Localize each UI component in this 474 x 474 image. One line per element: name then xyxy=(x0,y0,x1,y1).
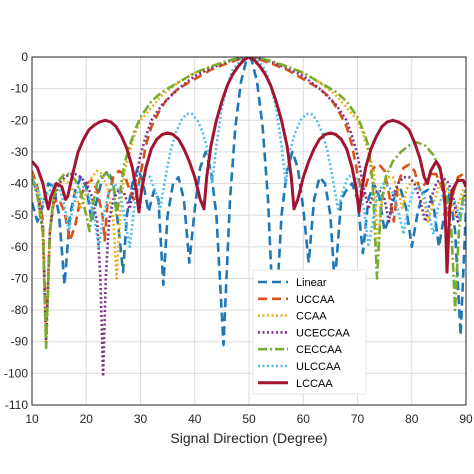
series-line-lccaa xyxy=(32,57,466,274)
y-tick-label: -60 xyxy=(11,240,29,254)
series-layer xyxy=(32,57,466,378)
legend-label: CECCAA xyxy=(296,344,343,356)
series-line-uccaa xyxy=(32,57,466,337)
y-tick-labels: 0 -10 -20 -30 -40 -50 -60 -70 -80 -90 -100 -110 xyxy=(4,50,28,412)
x-tick-label: 70 xyxy=(351,412,365,426)
legend-label: Linear xyxy=(296,277,327,289)
y-tick-label: -80 xyxy=(11,303,29,317)
legend-label: ULCCAA xyxy=(296,361,341,373)
y-tick-label: -70 xyxy=(11,271,29,285)
x-axis-title: Signal Direction (Degree) xyxy=(170,430,327,446)
x-tick-label: 10 xyxy=(25,412,39,426)
grid xyxy=(31,56,467,406)
legend: Linear UCCAA CCAA UCECCAA CECCAA ULCCAA LCCAA xyxy=(252,269,367,395)
x-tick-label: 40 xyxy=(188,412,202,426)
x-tick-labels: 10 20 30 40 50 60 70 80 90 xyxy=(25,412,473,426)
y-tick-label: -10 xyxy=(11,82,29,96)
legend-label: CCAA xyxy=(296,311,327,323)
series-line-uceccaa xyxy=(32,57,466,378)
y-tick-label: -30 xyxy=(11,145,29,159)
x-tick-label: 60 xyxy=(297,412,311,426)
y-tick-label: -110 xyxy=(5,398,28,412)
plot-frame xyxy=(31,56,467,406)
x-tick-label: 80 xyxy=(405,412,419,426)
x-tick-label: 50 xyxy=(242,412,256,426)
legend-label: UCCAA xyxy=(296,294,335,306)
x-tick-label: 20 xyxy=(80,412,94,426)
y-tick-label: -50 xyxy=(11,208,29,222)
y-tick-label: 0 xyxy=(21,50,28,64)
x-tick-label: 30 xyxy=(134,412,148,426)
y-tick-label: -40 xyxy=(11,177,29,191)
y-tick-label: -90 xyxy=(11,335,29,349)
y-tick-label: -20 xyxy=(11,113,29,127)
x-tick-label: 90 xyxy=(459,412,473,426)
legend-label: LCCAA xyxy=(296,378,333,390)
y-tick-label: -100 xyxy=(4,366,28,380)
legend-label: UCECCAA xyxy=(296,327,350,339)
